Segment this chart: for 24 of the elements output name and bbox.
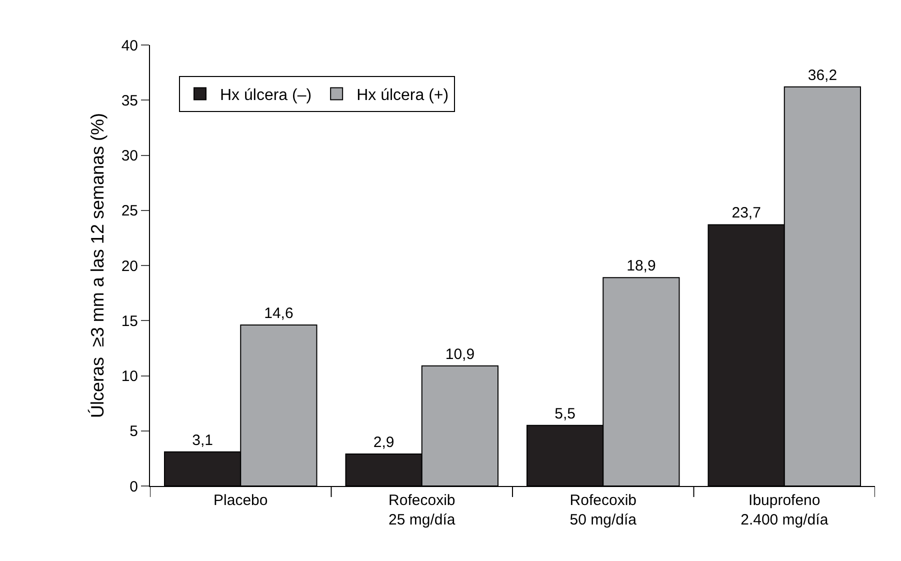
y-tick-label: 15 <box>121 312 138 330</box>
y-tick-label: 20 <box>121 258 138 275</box>
y-tick-label: 0 <box>130 478 138 496</box>
y-tick-label: 35 <box>121 92 138 110</box>
y-tick-label: 10 <box>121 368 138 385</box>
y-tick-label: 30 <box>121 148 138 164</box>
data-label: 14,6 <box>264 305 294 322</box>
y-axis-title: Úlceras ≥3 mm a las 12 semanas (%) <box>88 113 108 418</box>
y-tick-label: 25 <box>121 202 138 220</box>
legend-label: Hx úlcera (–) <box>220 87 312 104</box>
data-label: 3,1 <box>192 432 213 449</box>
data-label: 36,2 <box>808 66 838 84</box>
data-label: 10,9 <box>445 346 475 363</box>
legend-label: Hx úlcera (+) <box>356 87 449 104</box>
x-tick-label: Rofecoxib 50 mg/día <box>570 492 638 528</box>
y-tick-label: 5 <box>130 423 138 440</box>
data-label: 18,9 <box>626 258 656 275</box>
x-tick-label: Placebo <box>214 492 268 509</box>
data-label: 5,5 <box>554 405 576 422</box>
data-label: 23,7 <box>732 204 761 222</box>
data-label: 2,9 <box>373 434 394 452</box>
x-tick-label: Ibuprofeno 2.400 mg/día <box>740 492 829 528</box>
y-tick-label: 40 <box>121 37 138 54</box>
x-tick-label: Rofecoxib 25 mg/día <box>388 492 456 528</box>
